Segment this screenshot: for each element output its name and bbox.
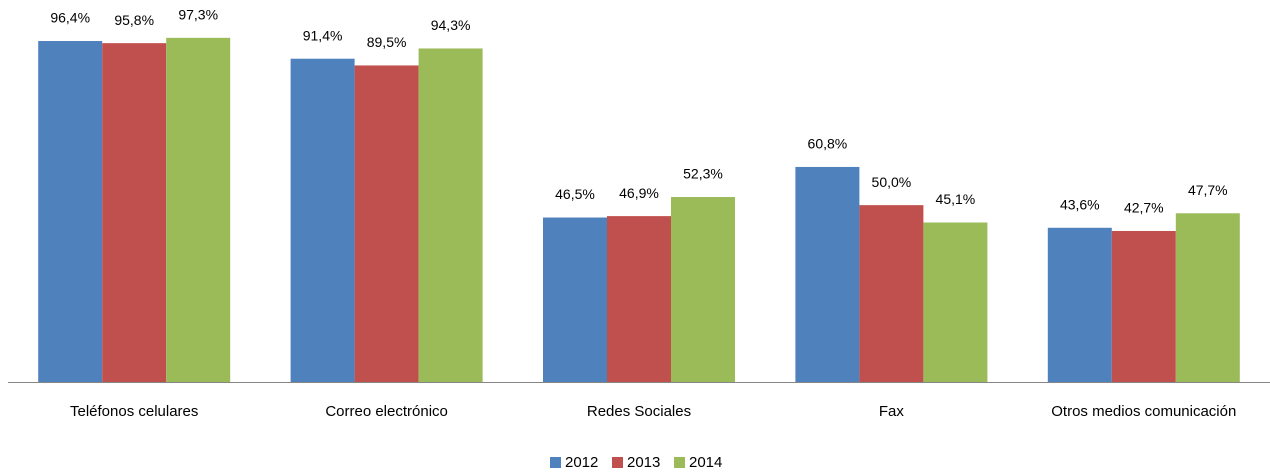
- bar: [38, 41, 103, 382]
- data-label: 42,7%: [1124, 200, 1164, 216]
- data-label: 46,5%: [555, 186, 595, 202]
- bar: [859, 205, 924, 382]
- legend-swatch: [612, 457, 623, 468]
- x-tick-label: Redes Sociales: [587, 403, 691, 420]
- bar: [795, 166, 860, 382]
- data-label: 45,1%: [936, 191, 976, 207]
- bar: [607, 216, 671, 382]
- bar: [166, 37, 231, 382]
- bar: [1047, 227, 1112, 382]
- legend-swatch: [550, 457, 561, 468]
- data-label: 95,8%: [114, 12, 154, 28]
- data-label: 89,5%: [367, 34, 407, 50]
- data-label: 50,0%: [872, 174, 912, 190]
- data-label: 60,8%: [808, 136, 848, 152]
- x-tick-label: Correo electrónico: [325, 403, 448, 420]
- x-tick-label: Fax: [879, 403, 905, 420]
- x-tick-label: Teléfonos celulares: [70, 403, 198, 420]
- x-tick-label: Otros medios comunicación: [1051, 403, 1236, 420]
- bar: [1111, 230, 1176, 382]
- data-label: 96,4%: [50, 10, 90, 26]
- data-label: 43,6%: [1060, 196, 1100, 212]
- legend-label: 2012: [565, 454, 598, 471]
- legend-label: 2013: [627, 454, 660, 471]
- data-label: 94,3%: [431, 17, 471, 33]
- data-label: 52,3%: [683, 166, 723, 182]
- bar: [543, 217, 607, 382]
- legend-label: 2014: [689, 454, 722, 471]
- bar: [102, 43, 167, 383]
- bar: [418, 48, 483, 382]
- bar: [290, 58, 355, 382]
- legend-swatch: [674, 457, 685, 468]
- data-label: 97,3%: [178, 7, 218, 23]
- bar: [923, 222, 988, 382]
- data-label: 47,7%: [1188, 182, 1228, 198]
- bar: [671, 197, 735, 382]
- bar: [354, 65, 419, 382]
- data-label: 91,4%: [303, 27, 343, 43]
- bar: [1175, 213, 1240, 382]
- data-label: 46,9%: [619, 185, 659, 201]
